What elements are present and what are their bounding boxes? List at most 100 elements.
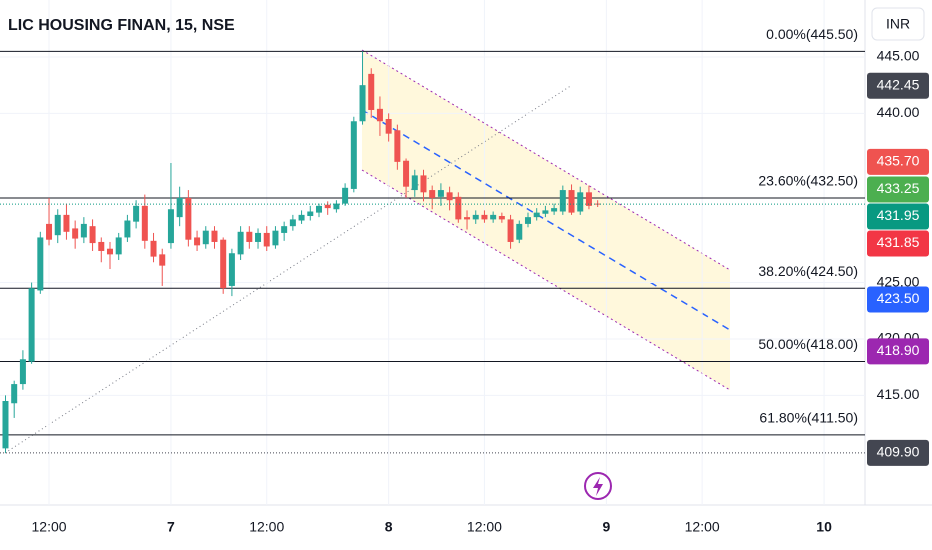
plot bbox=[0, 0, 865, 505]
y-tick-label: 425.00 bbox=[877, 273, 920, 289]
candle-body bbox=[106, 248, 113, 255]
fib-label: 61.80%(411.50) bbox=[759, 410, 858, 426]
channel-fill bbox=[362, 50, 730, 390]
x-tick-label: 12:00 bbox=[249, 519, 284, 535]
candle-body bbox=[89, 226, 96, 244]
candle-body bbox=[507, 219, 514, 242]
candle-body bbox=[542, 210, 549, 214]
x-tick-label: 12:00 bbox=[467, 519, 502, 535]
x-tick-label: 12:00 bbox=[32, 519, 67, 535]
candle-body bbox=[376, 108, 383, 122]
candle-body bbox=[263, 232, 270, 247]
candle-body bbox=[455, 196, 462, 220]
candle-body bbox=[72, 228, 79, 239]
x-tick-label: 10 bbox=[816, 519, 832, 535]
price-tag-label: 423.50 bbox=[877, 290, 920, 306]
candle-body bbox=[490, 214, 497, 220]
candle-body bbox=[255, 232, 262, 242]
x-tick-label: 12:00 bbox=[685, 519, 720, 535]
candle-body bbox=[481, 214, 488, 220]
price-tag-label: 442.45 bbox=[877, 76, 920, 92]
price-tag-label: 431.95 bbox=[877, 207, 920, 223]
candle-body bbox=[46, 223, 53, 240]
channel-bottom bbox=[361, 169, 731, 391]
candle-body bbox=[559, 190, 566, 212]
candle-body bbox=[446, 192, 453, 201]
candle-body bbox=[19, 359, 26, 385]
candle-body bbox=[220, 239, 227, 289]
candle-body bbox=[429, 190, 436, 198]
candle-body bbox=[150, 240, 157, 257]
candle-body bbox=[211, 230, 218, 242]
candle-body bbox=[54, 214, 61, 236]
price-tag bbox=[867, 230, 929, 257]
candle-body bbox=[298, 214, 305, 221]
price-tag-label: 435.70 bbox=[877, 153, 920, 169]
candle-body bbox=[167, 209, 174, 244]
candle-body bbox=[324, 204, 331, 209]
fib-label: 38.20%(424.50) bbox=[758, 263, 858, 279]
candle-body bbox=[420, 175, 427, 193]
price-tag bbox=[867, 338, 929, 365]
candle-body bbox=[551, 208, 558, 212]
price-tag bbox=[867, 72, 929, 99]
candle-body bbox=[577, 192, 584, 212]
y-tick-label: 440.00 bbox=[877, 104, 920, 120]
y-tick-label: 415.00 bbox=[877, 386, 920, 402]
candle-body bbox=[98, 241, 105, 251]
candle-body bbox=[80, 223, 87, 238]
candle-body bbox=[37, 237, 44, 291]
candle-body bbox=[2, 400, 9, 449]
candle-body bbox=[124, 220, 131, 238]
candle-body bbox=[63, 214, 70, 232]
price-tag-label: 431.85 bbox=[877, 234, 920, 250]
candle-body bbox=[185, 197, 192, 240]
candle-body bbox=[202, 230, 209, 245]
candle-body bbox=[315, 205, 322, 213]
candle-body bbox=[333, 203, 340, 210]
price-tag-label: 418.90 bbox=[877, 342, 920, 358]
candle-body bbox=[385, 119, 392, 134]
candle-body bbox=[133, 205, 140, 222]
price-tag bbox=[867, 439, 929, 466]
candle-body bbox=[307, 211, 314, 217]
x-tick-label: 8 bbox=[385, 519, 393, 535]
candle-body bbox=[246, 231, 253, 242]
candle-body bbox=[281, 226, 288, 233]
candle-body bbox=[115, 237, 122, 255]
x-tick-label: 9 bbox=[602, 519, 610, 535]
candle-body bbox=[533, 212, 540, 218]
candle-body bbox=[141, 205, 148, 241]
fib-label: 50.00%(418.00) bbox=[758, 336, 858, 352]
price-tag bbox=[867, 203, 929, 230]
candle-body bbox=[516, 223, 523, 240]
price-tag bbox=[867, 148, 929, 175]
candle-body bbox=[28, 288, 35, 362]
candle-body bbox=[524, 217, 531, 224]
candle-body bbox=[289, 219, 296, 227]
fib-label: 0.00%(445.50) bbox=[766, 26, 858, 42]
candle-body bbox=[568, 190, 575, 213]
candle-body bbox=[411, 175, 418, 191]
candle-body bbox=[159, 254, 166, 266]
candle-body bbox=[472, 214, 479, 220]
candle-body bbox=[350, 121, 357, 189]
candle-body bbox=[437, 190, 444, 197]
candle-body bbox=[403, 160, 410, 187]
candle-body bbox=[585, 192, 592, 206]
currency[interactable]: INR bbox=[886, 16, 910, 32]
lightning bbox=[593, 477, 603, 496]
price-tag-label: 409.90 bbox=[877, 444, 920, 460]
currency-button[interactable] bbox=[871, 7, 925, 41]
candle-body bbox=[394, 130, 401, 162]
candle-body bbox=[359, 85, 366, 122]
y-tick-label: 445.00 bbox=[877, 48, 920, 64]
chart-title: LIC HOUSING FINAN, 15, NSE bbox=[8, 17, 235, 34]
x-tick-label: 7 bbox=[167, 519, 175, 535]
price-tag bbox=[867, 286, 929, 313]
candle-body bbox=[464, 217, 471, 220]
price-tag-label: 433.25 bbox=[877, 180, 920, 196]
candle-body bbox=[368, 73, 375, 110]
